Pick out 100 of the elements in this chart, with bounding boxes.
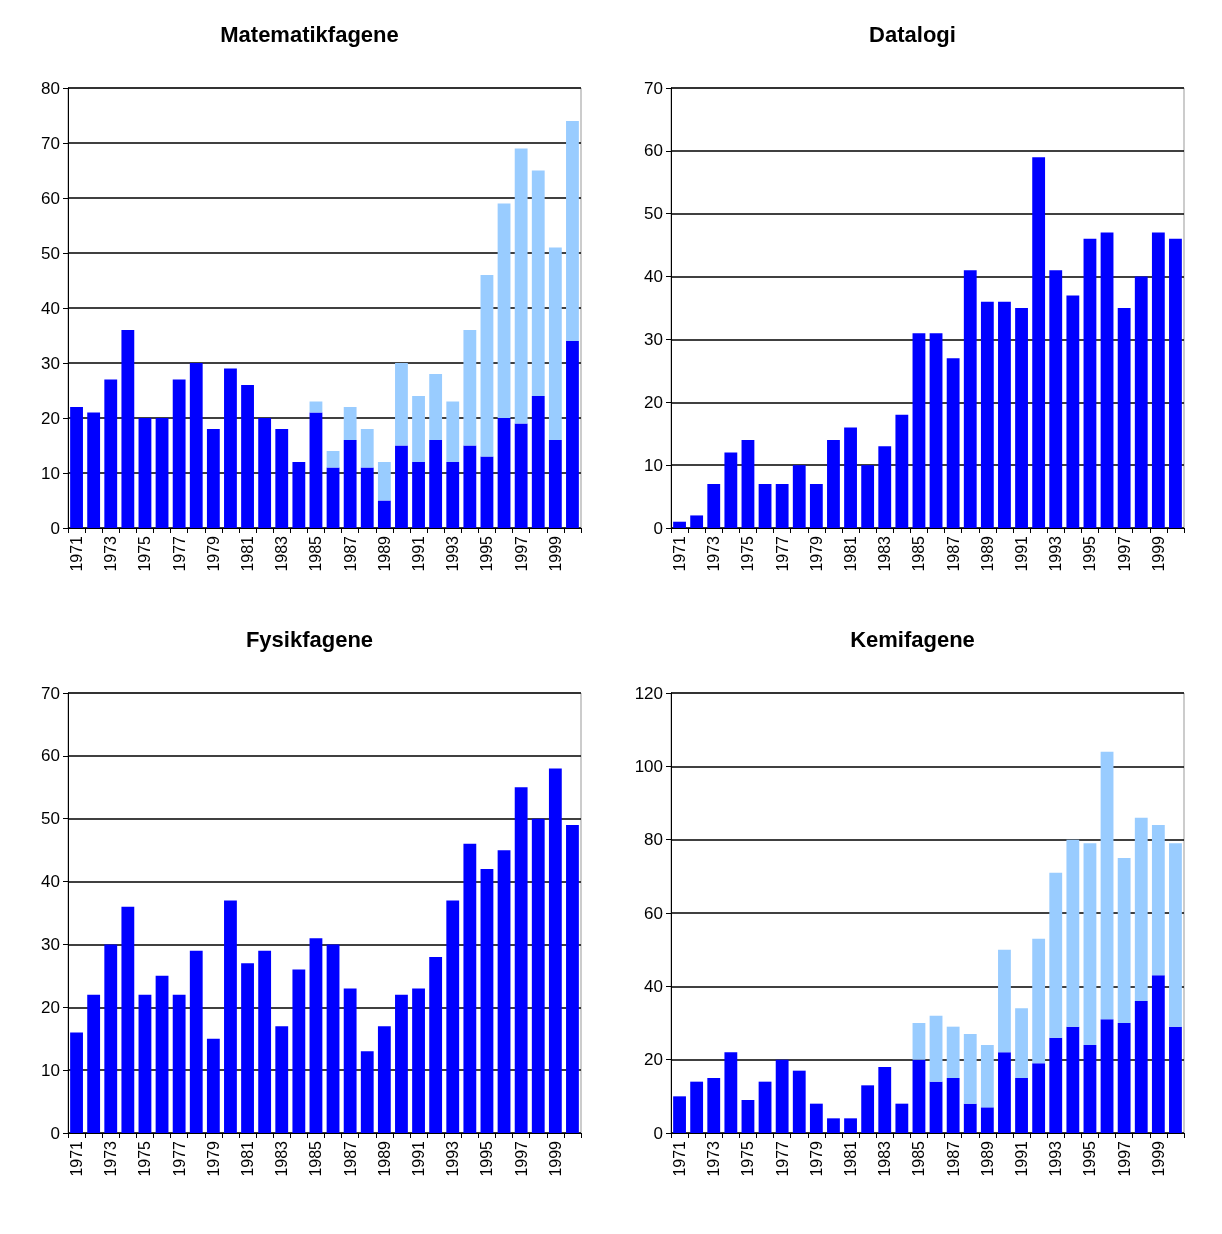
y-tick-label: 20	[41, 408, 60, 428]
bar	[1083, 238, 1097, 528]
bar	[360, 467, 374, 528]
bar	[566, 825, 579, 1133]
x-tick-label: 1983	[273, 535, 291, 572]
bar	[121, 906, 135, 1133]
y-tick-label: 20	[644, 1050, 663, 1070]
bar	[172, 994, 186, 1133]
x-tick-label: 1975	[739, 535, 757, 572]
x-tick-label: 1975	[739, 1140, 757, 1177]
y-tick-label: 50	[41, 809, 60, 829]
x-tick-label: 1971	[671, 535, 689, 572]
bar	[292, 462, 306, 528]
bar	[1134, 276, 1148, 528]
y-tick-label: 40	[41, 872, 60, 892]
bar	[809, 1103, 823, 1133]
bar	[724, 452, 738, 528]
x-tick-label: 1987	[944, 535, 962, 572]
bar	[104, 379, 118, 528]
bar	[758, 1081, 772, 1133]
bar	[980, 301, 994, 528]
y-tick-label: 10	[41, 1060, 60, 1080]
bar	[531, 818, 545, 1133]
bar	[1134, 1001, 1148, 1133]
bar	[463, 330, 477, 446]
bar	[531, 170, 545, 396]
y-tick-label: 70	[41, 133, 60, 153]
x-tick-label: 1979	[204, 535, 222, 572]
x-tick-label: 1989	[375, 1140, 393, 1177]
bar	[138, 418, 152, 528]
bar	[1066, 839, 1080, 1027]
bar	[673, 521, 686, 528]
bar	[912, 1023, 926, 1060]
bar	[70, 407, 83, 528]
bar	[155, 975, 169, 1133]
bar	[980, 1045, 994, 1108]
x-tick-label: 1987	[341, 535, 359, 572]
bar	[429, 440, 443, 528]
bar	[775, 484, 789, 528]
bar	[690, 1081, 704, 1133]
y-tick-label: 0	[653, 518, 663, 538]
x-tick-label: 1999	[546, 1140, 564, 1177]
x-tick-label: 1989	[978, 1140, 996, 1177]
bar	[258, 418, 272, 528]
bar	[548, 440, 562, 528]
bar	[566, 121, 579, 341]
bar	[446, 900, 460, 1133]
bar	[206, 1038, 220, 1133]
x-tick-label: 1997	[512, 1140, 530, 1177]
bar	[844, 427, 857, 528]
bar	[1066, 1026, 1080, 1133]
y-tick-label: 80	[644, 830, 663, 850]
bar	[758, 484, 772, 528]
y-tick-label: 80	[41, 78, 60, 98]
y-tick-label: 60	[41, 188, 60, 208]
bar	[497, 850, 511, 1133]
x-tick-label: 1983	[876, 1140, 894, 1177]
bar	[343, 988, 357, 1133]
bar	[514, 423, 528, 528]
bar	[497, 418, 511, 528]
x-tick-label: 1981	[842, 1140, 860, 1177]
bar	[395, 445, 408, 528]
bar	[895, 1103, 909, 1133]
y-tick-label: 60	[644, 141, 663, 161]
bar	[1100, 232, 1114, 528]
y-tick-label: 70	[644, 78, 663, 98]
chart-title: Fysikfagene	[245, 626, 374, 652]
bar	[1032, 157, 1046, 528]
bar	[104, 944, 118, 1133]
x-tick-label: 1977	[773, 535, 791, 572]
x-tick-label: 1973	[705, 535, 723, 572]
bar	[690, 515, 704, 528]
x-tick-label: 1977	[170, 535, 188, 572]
bar	[155, 418, 169, 528]
x-tick-label: 1997	[512, 535, 530, 572]
y-tick-label: 10	[644, 455, 663, 475]
x-tick-label: 1993	[1047, 1140, 1065, 1177]
x-tick-label: 1983	[273, 1140, 291, 1177]
x-tick-label: 1993	[444, 1140, 462, 1177]
bar	[480, 456, 494, 528]
y-tick-label: 0	[653, 1123, 663, 1143]
bar	[878, 1067, 892, 1133]
bar	[1117, 858, 1131, 1023]
y-tick-label: 20	[41, 997, 60, 1017]
bar	[946, 1026, 960, 1078]
bar	[792, 1070, 806, 1133]
bar	[878, 446, 892, 528]
bar	[326, 467, 340, 528]
bar	[998, 949, 1011, 1053]
x-tick-label: 1985	[910, 1140, 928, 1177]
bar	[548, 768, 562, 1133]
bar	[1049, 872, 1063, 1038]
y-tick-label: 0	[50, 518, 60, 538]
x-tick-label: 1997	[1115, 535, 1133, 572]
y-tick-label: 10	[41, 463, 60, 483]
bar	[861, 465, 875, 528]
bar	[724, 1052, 738, 1133]
bar	[412, 988, 425, 1133]
bar	[844, 1118, 857, 1133]
bar	[1049, 1037, 1063, 1133]
